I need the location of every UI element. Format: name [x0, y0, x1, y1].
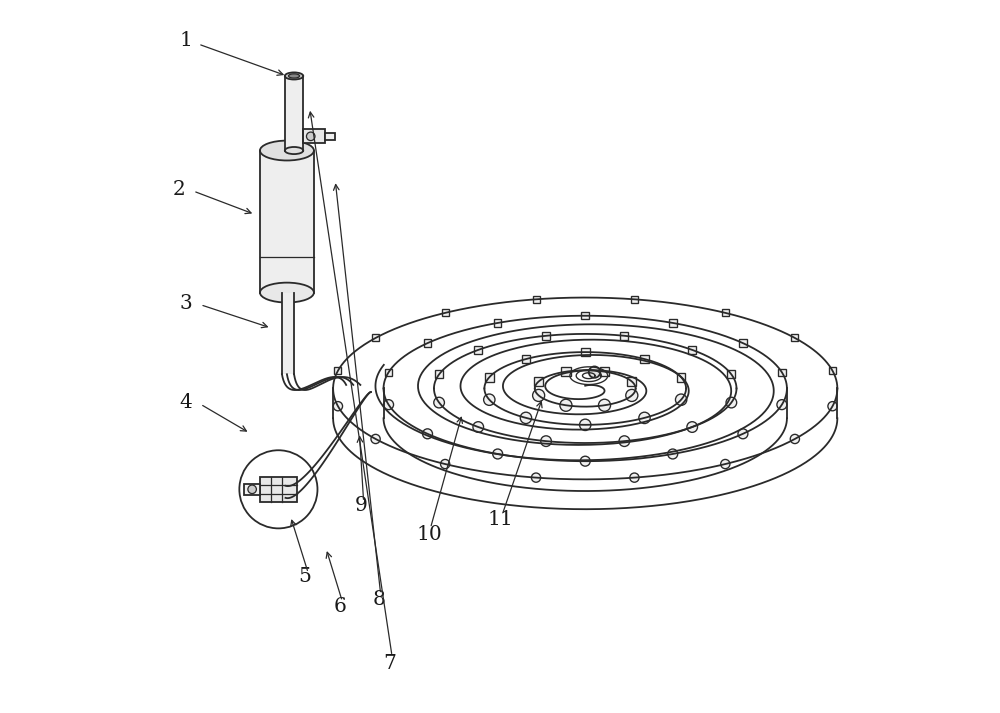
Circle shape: [675, 394, 687, 406]
Bar: [791, 334, 798, 342]
Circle shape: [484, 394, 495, 406]
Circle shape: [441, 459, 450, 468]
Circle shape: [541, 436, 551, 446]
Bar: [600, 367, 609, 376]
Circle shape: [630, 473, 639, 482]
Circle shape: [531, 473, 541, 482]
Circle shape: [828, 401, 837, 411]
Circle shape: [639, 412, 650, 424]
Bar: [244, 483, 260, 495]
Circle shape: [790, 434, 799, 443]
Circle shape: [687, 421, 698, 432]
Bar: [494, 319, 501, 327]
Circle shape: [777, 400, 787, 409]
Bar: [424, 339, 431, 347]
Circle shape: [371, 434, 380, 443]
Bar: [285, 76, 303, 150]
Circle shape: [520, 412, 532, 424]
Bar: [778, 369, 786, 376]
Bar: [534, 377, 543, 386]
Bar: [522, 354, 530, 364]
Bar: [282, 292, 294, 374]
Bar: [485, 373, 494, 381]
Circle shape: [726, 397, 737, 408]
Bar: [533, 296, 540, 303]
Text: 11: 11: [487, 511, 513, 529]
Circle shape: [626, 389, 638, 401]
Bar: [829, 367, 836, 374]
Text: 4: 4: [180, 393, 192, 412]
Text: 1: 1: [180, 31, 193, 50]
Bar: [260, 150, 314, 292]
Circle shape: [306, 132, 315, 140]
Bar: [385, 369, 392, 376]
Bar: [688, 346, 696, 354]
Circle shape: [580, 456, 590, 466]
Text: 7: 7: [383, 654, 396, 673]
Bar: [722, 309, 729, 317]
Text: 6: 6: [334, 597, 347, 616]
Bar: [727, 370, 735, 379]
Bar: [627, 377, 636, 386]
Ellipse shape: [260, 140, 314, 160]
Text: 8: 8: [373, 590, 386, 609]
Bar: [620, 332, 628, 340]
Ellipse shape: [285, 147, 303, 154]
Bar: [260, 477, 297, 502]
Circle shape: [434, 397, 444, 408]
Bar: [303, 129, 325, 143]
Circle shape: [333, 401, 343, 411]
Circle shape: [384, 400, 394, 409]
Circle shape: [668, 449, 678, 459]
Circle shape: [619, 436, 630, 446]
Circle shape: [248, 485, 256, 493]
Ellipse shape: [285, 73, 303, 80]
Bar: [435, 370, 443, 379]
Bar: [739, 339, 747, 347]
Circle shape: [598, 399, 611, 411]
Text: 9: 9: [355, 496, 368, 515]
Text: 10: 10: [416, 525, 442, 543]
Circle shape: [533, 389, 545, 401]
Bar: [631, 296, 638, 303]
Bar: [325, 133, 335, 140]
Text: 3: 3: [180, 294, 192, 313]
Bar: [334, 367, 341, 374]
Bar: [542, 332, 550, 340]
Bar: [372, 334, 379, 342]
Bar: [581, 312, 589, 319]
Bar: [561, 367, 571, 376]
Bar: [669, 319, 677, 327]
Circle shape: [560, 399, 572, 411]
Circle shape: [580, 419, 591, 431]
Circle shape: [493, 449, 503, 459]
Circle shape: [473, 421, 484, 432]
Circle shape: [423, 429, 433, 438]
Ellipse shape: [288, 74, 300, 78]
Bar: [640, 354, 649, 364]
Text: 2: 2: [173, 180, 185, 199]
Circle shape: [589, 366, 600, 378]
Bar: [677, 373, 685, 381]
Bar: [474, 346, 482, 354]
Circle shape: [721, 459, 730, 468]
Bar: [442, 309, 449, 317]
Circle shape: [738, 429, 748, 438]
Bar: [581, 348, 590, 356]
Text: 5: 5: [298, 567, 311, 586]
Ellipse shape: [260, 282, 314, 302]
